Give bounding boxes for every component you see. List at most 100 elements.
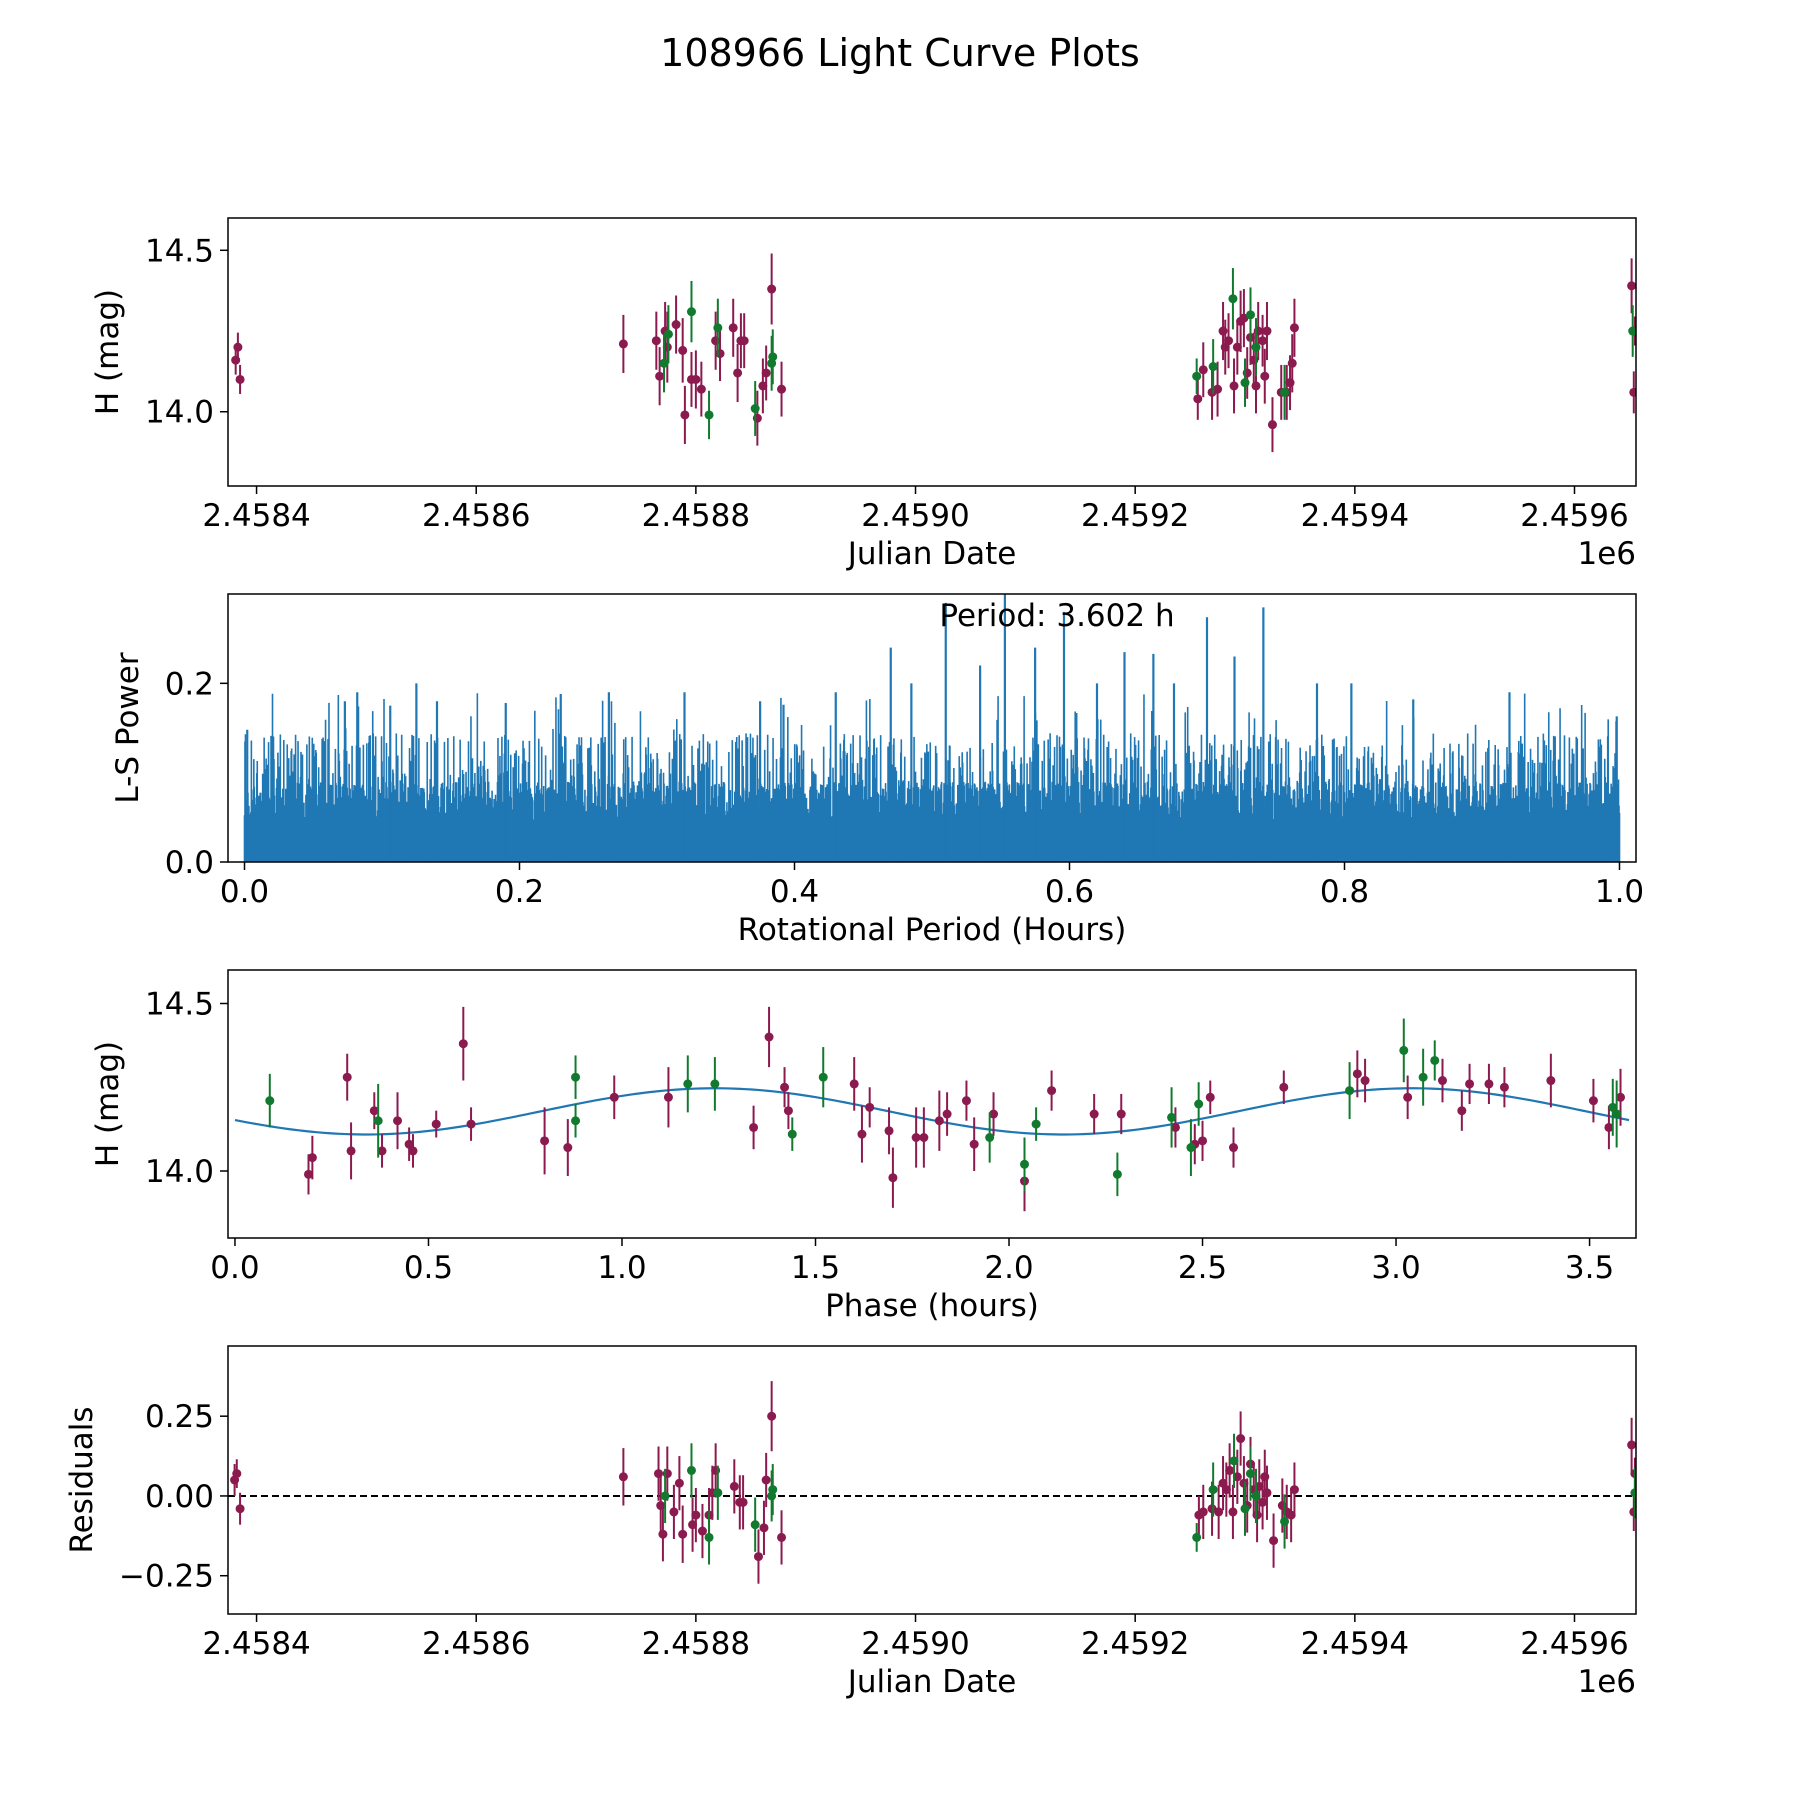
x-axis-label: Julian Date — [846, 1664, 1017, 1700]
data-point-maroon — [1588, 1096, 1598, 1106]
data-point-maroon — [919, 1133, 929, 1142]
data-point-maroon — [1251, 381, 1261, 391]
data-point-maroon — [1465, 1079, 1475, 1089]
data-point-maroon — [1629, 387, 1636, 397]
x-tick-label: 2.4590 — [861, 498, 969, 534]
data-point-green — [686, 307, 696, 317]
data-point-maroon — [404, 1139, 414, 1149]
x-tick-label: 3.5 — [1565, 1250, 1614, 1286]
data-point-maroon — [1254, 1481, 1264, 1491]
data-point-maroon — [1437, 1076, 1447, 1086]
x-tick-label: 2.4588 — [642, 498, 750, 534]
data-point-maroon — [1224, 336, 1234, 346]
data-point-maroon — [1267, 420, 1277, 430]
data-point-green — [1246, 1469, 1256, 1479]
data-point-maroon — [1116, 1109, 1126, 1119]
data-point-maroon — [307, 1153, 317, 1163]
data-point-maroon — [1262, 1488, 1272, 1498]
panel-phase: 0.0 0.5 1.0 1.5 2.0 2.5 3.0 3.5 14.0 14.5 Phase (h… — [90, 969, 1637, 1324]
y-axis-label: H (mag) — [90, 289, 126, 415]
x-tick-label: 0.8 — [1320, 874, 1369, 910]
data-point-maroon — [1198, 365, 1208, 375]
data-point-maroon — [739, 336, 749, 346]
x-axis-label: Rotational Period (Hours) — [738, 912, 1127, 948]
data-point-green — [1418, 1072, 1428, 1082]
data-point-maroon — [777, 1532, 787, 1542]
data-point-green — [1628, 326, 1636, 336]
data-point-maroon — [1289, 1485, 1299, 1495]
periodogram-title: Period: 3.602 h — [939, 598, 1174, 634]
data-point-maroon — [738, 1497, 748, 1507]
data-point-maroon — [1205, 1092, 1215, 1102]
x-tick-label: 2.4596 — [1520, 1626, 1628, 1662]
x-tick-label: 0.6 — [1045, 874, 1094, 910]
axes-frame — [227, 969, 1637, 1239]
x-tick-label: 0.4 — [770, 874, 819, 910]
y-axis-label: L-S Power — [110, 652, 146, 803]
panels-container: 2.4584 2.4586 2.4588 2.4590 2.4592 2.4594 2.45… — [64, 217, 1644, 1700]
data-point-green — [713, 323, 723, 333]
data-point-maroon — [658, 1529, 668, 1539]
data-point-maroon — [758, 381, 768, 391]
panel-lc: 2.4584 2.4586 2.4588 2.4590 2.4592 2.4594 2.45… — [90, 217, 1637, 572]
data-point-green — [1345, 1086, 1355, 1096]
data-point-green — [1246, 310, 1256, 320]
data-point-maroon — [1232, 1472, 1242, 1482]
data-point-maroon — [1229, 381, 1239, 391]
data-point-maroon — [1260, 371, 1270, 381]
data-point-maroon — [753, 1552, 763, 1562]
data-point-green — [683, 1079, 693, 1089]
data-point-maroon — [691, 1510, 701, 1520]
data-point-maroon — [1627, 281, 1636, 291]
data-point-maroon — [780, 1082, 790, 1092]
data-point-maroon — [733, 368, 743, 378]
data-point-maroon — [1616, 1092, 1626, 1102]
data-point-green — [750, 404, 760, 414]
data-point-maroon — [1484, 1079, 1494, 1089]
data-point-green — [1251, 1491, 1261, 1501]
data-point-maroon — [654, 1469, 664, 1479]
data-point-maroon — [304, 1169, 314, 1179]
data-point-maroon — [1546, 1076, 1556, 1086]
x-tick-label: 2.4596 — [1520, 498, 1628, 534]
data-point-maroon — [1170, 1122, 1180, 1132]
y-axis-label: H (mag) — [90, 1041, 126, 1167]
data-point-maroon — [1193, 394, 1203, 404]
data-point-green — [704, 410, 714, 420]
data-point-maroon — [1258, 336, 1268, 346]
x-tick-label: 2.4586 — [422, 1626, 530, 1662]
data-point-maroon — [393, 1116, 403, 1126]
data-point-maroon — [761, 1475, 771, 1485]
axes-frame — [227, 593, 1637, 863]
data-point-maroon — [849, 1079, 859, 1089]
data-point-maroon — [934, 1116, 944, 1126]
data-point-green — [750, 1520, 760, 1530]
data-point-maroon — [1499, 1082, 1509, 1092]
data-point-maroon — [1279, 1082, 1289, 1092]
data-point-green — [373, 1116, 383, 1126]
x-tick-label: 0.0 — [220, 874, 269, 910]
data-point-green — [1031, 1119, 1041, 1129]
data-point-maroon — [1213, 384, 1223, 394]
x-tick-label: 1.5 — [791, 1250, 840, 1286]
data-point-green — [1228, 294, 1238, 304]
axes-frame — [227, 217, 1637, 487]
data-point-maroon — [989, 1109, 999, 1119]
x-tick-label: 2.4584 — [202, 498, 310, 534]
periodogram-line — [243, 693, 1621, 862]
data-point-maroon — [1352, 1069, 1362, 1079]
figure-title: 108966 Light Curve Plots — [660, 31, 1140, 75]
data-point-maroon — [691, 374, 701, 384]
data-point-maroon — [377, 1146, 387, 1156]
x-offset-label: 1e6 — [1577, 536, 1636, 572]
data-point-green — [663, 329, 673, 339]
x-tick-label: 2.0 — [984, 1250, 1033, 1286]
data-point-green — [1608, 1102, 1618, 1112]
data-point-maroon — [618, 1472, 628, 1482]
data-point-maroon — [1403, 1092, 1413, 1102]
data-point-maroon — [857, 1129, 867, 1139]
data-point-green — [818, 1072, 828, 1082]
x-tick-label: 1.0 — [1595, 874, 1644, 910]
data-point-maroon — [1286, 1510, 1296, 1520]
